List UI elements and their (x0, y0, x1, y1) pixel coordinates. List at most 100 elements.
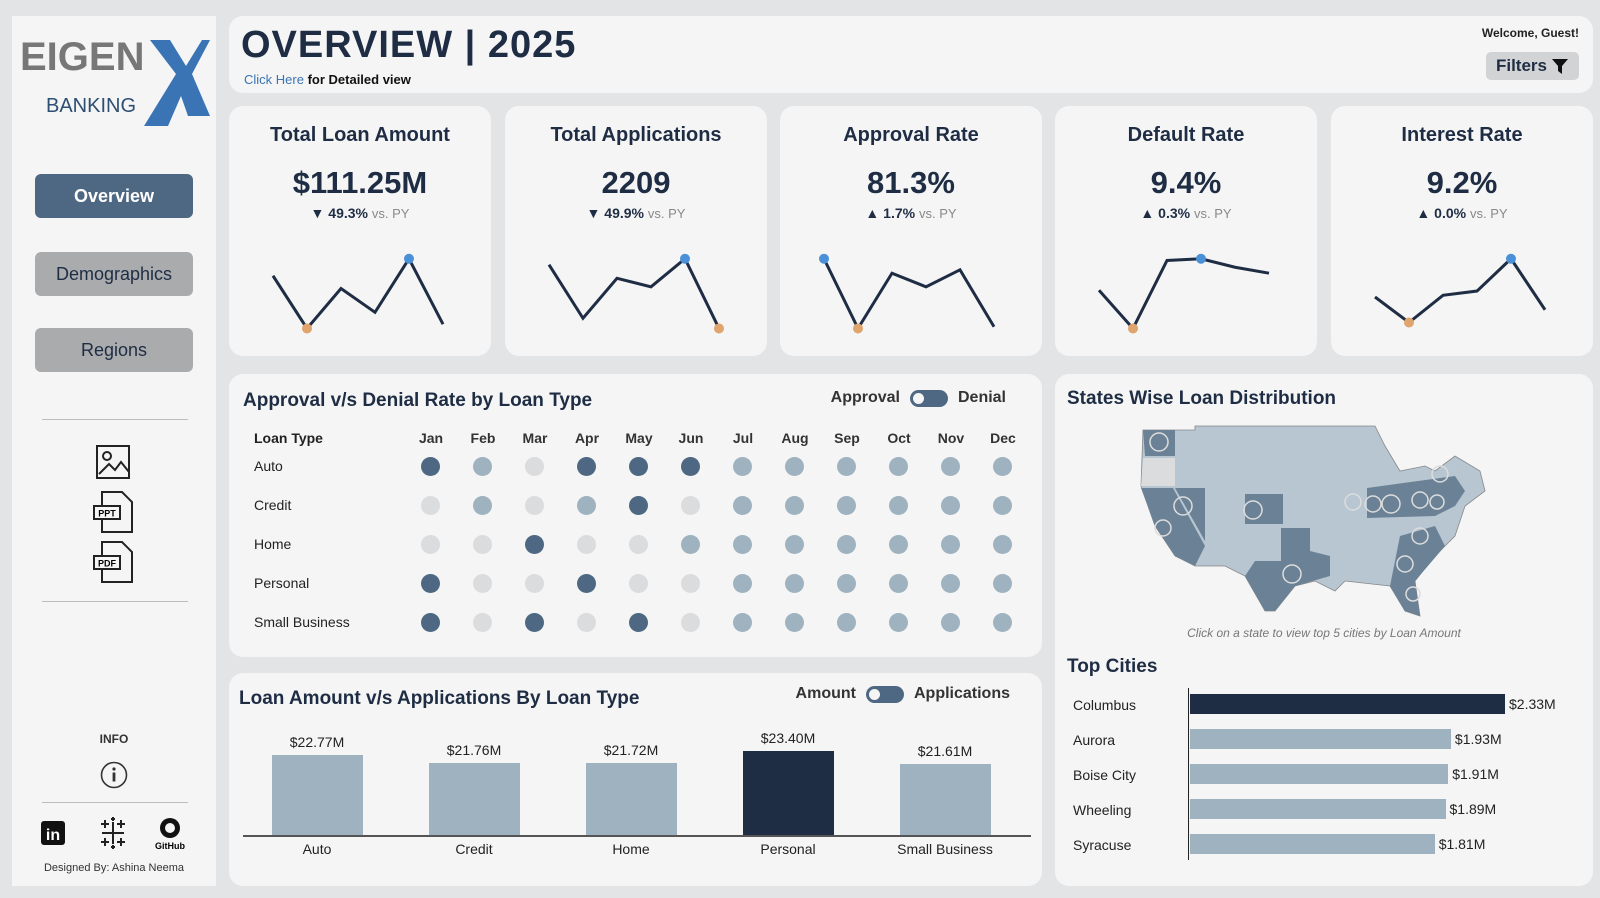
click-here-link[interactable]: Click Here (244, 72, 304, 87)
pdf-icon[interactable]: PDF (92, 540, 134, 584)
state-or[interactable] (1141, 458, 1175, 486)
bar-credit[interactable] (429, 762, 520, 835)
rate-dot[interactable] (473, 496, 492, 515)
rate-dot[interactable] (681, 535, 700, 554)
city-bar[interactable] (1190, 834, 1435, 854)
rate-dot[interactable] (629, 574, 648, 593)
city-bar[interactable] (1190, 729, 1451, 749)
state-ca[interactable] (1141, 488, 1205, 566)
bar-auto[interactable] (272, 755, 363, 835)
rate-dot[interactable] (681, 496, 700, 515)
rate-dot[interactable] (837, 496, 856, 515)
approval-denial-toggle[interactable]: Approval Denial (831, 389, 1006, 407)
rate-dot[interactable] (681, 613, 700, 632)
sparkline-min-point[interactable] (302, 323, 312, 334)
rate-dot[interactable] (577, 613, 596, 632)
rate-dot[interactable] (577, 574, 596, 593)
rate-dot[interactable] (473, 535, 492, 554)
rate-dot[interactable] (837, 613, 856, 632)
nav-demographics[interactable]: Demographics (35, 252, 193, 296)
rate-dot[interactable] (733, 613, 752, 632)
ppt-icon[interactable]: PPT (92, 490, 134, 534)
rate-dot[interactable] (629, 457, 648, 476)
rate-dot[interactable] (993, 457, 1012, 476)
rate-dot[interactable] (525, 535, 544, 554)
linkedin-icon[interactable]: in (41, 821, 65, 845)
sparkline-min-point[interactable] (853, 323, 863, 334)
rate-dot[interactable] (421, 457, 440, 476)
rate-dot[interactable] (837, 457, 856, 476)
sparkline-min-point[interactable] (1128, 323, 1138, 334)
rate-dot[interactable] (785, 535, 804, 554)
rate-dot[interactable] (941, 457, 960, 476)
rate-dot[interactable] (577, 535, 596, 554)
rate-dot[interactable] (629, 496, 648, 515)
city-bar[interactable] (1190, 799, 1446, 819)
rate-dot[interactable] (941, 496, 960, 515)
rate-dot[interactable] (473, 613, 492, 632)
rate-dot[interactable] (993, 496, 1012, 515)
state-southeast[interactable] (1390, 526, 1445, 616)
rate-dot[interactable] (941, 535, 960, 554)
rate-dot[interactable] (577, 496, 596, 515)
rate-dot[interactable] (681, 457, 700, 476)
rate-dot[interactable] (733, 457, 752, 476)
tableau-icon[interactable] (96, 816, 130, 850)
rate-dot[interactable] (525, 613, 544, 632)
rate-dot[interactable] (993, 574, 1012, 593)
info-icon[interactable] (99, 760, 129, 790)
rate-dot[interactable] (889, 457, 908, 476)
rate-dot[interactable] (889, 613, 908, 632)
state-tx[interactable] (1245, 528, 1330, 611)
sparkline-max-point[interactable] (1506, 253, 1516, 264)
rate-dot[interactable] (525, 496, 544, 515)
nav-regions[interactable]: Regions (35, 328, 193, 372)
sparkline-max-point[interactable] (1196, 253, 1206, 264)
amount-applications-toggle[interactable]: Amount Applications (796, 685, 1010, 703)
rate-dot[interactable] (629, 613, 648, 632)
nav-overview[interactable]: Overview (35, 174, 193, 218)
rate-dot[interactable] (733, 535, 752, 554)
sparkline-max-point[interactable] (680, 253, 690, 264)
rate-dot[interactable] (421, 574, 440, 593)
rate-dot[interactable] (629, 535, 648, 554)
rate-dot[interactable] (473, 574, 492, 593)
sparkline-min-point[interactable] (1404, 317, 1414, 328)
sparkline-max-point[interactable] (404, 253, 414, 264)
image-icon[interactable] (95, 444, 131, 480)
rate-dot[interactable] (993, 613, 1012, 632)
rate-dot[interactable] (681, 574, 700, 593)
filters-button[interactable]: Filters (1485, 52, 1579, 80)
us-states-map[interactable] (1135, 416, 1495, 626)
rate-dot[interactable] (837, 574, 856, 593)
rate-dot[interactable] (421, 613, 440, 632)
city-bar[interactable] (1190, 764, 1449, 784)
rate-dot[interactable] (785, 574, 804, 593)
toggle-switch[interactable] (865, 685, 904, 703)
rate-dot[interactable] (889, 574, 908, 593)
city-bar[interactable] (1190, 694, 1505, 714)
sparkline-min-point[interactable] (714, 323, 724, 334)
rate-dot[interactable] (993, 535, 1012, 554)
rate-dot[interactable] (785, 496, 804, 515)
bar-home[interactable] (586, 763, 677, 835)
state-nv[interactable] (1175, 488, 1205, 541)
rate-dot[interactable] (525, 457, 544, 476)
rate-dot[interactable] (733, 496, 752, 515)
bar-small-business[interactable] (900, 763, 991, 835)
rate-dot[interactable] (941, 574, 960, 593)
rate-dot[interactable] (837, 535, 856, 554)
rate-dot[interactable] (577, 457, 596, 476)
rate-dot[interactable] (889, 535, 908, 554)
state-wa[interactable] (1143, 430, 1175, 456)
rate-dot[interactable] (785, 457, 804, 476)
rate-dot[interactable] (473, 457, 492, 476)
rate-dot[interactable] (733, 574, 752, 593)
state-co[interactable] (1245, 494, 1283, 524)
github-icon[interactable]: GitHub (152, 816, 188, 852)
bar-personal[interactable] (743, 750, 834, 835)
rate-dot[interactable] (785, 613, 804, 632)
sparkline-max-point[interactable] (819, 253, 829, 264)
rate-dot[interactable] (421, 535, 440, 554)
rate-dot[interactable] (889, 496, 908, 515)
